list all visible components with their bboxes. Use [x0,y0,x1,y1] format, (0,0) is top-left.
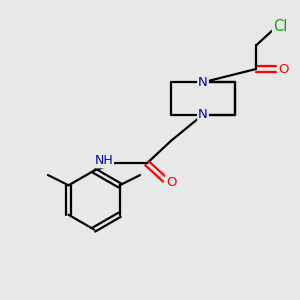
Text: O: O [166,176,176,189]
Text: N: N [198,76,208,89]
Text: N: N [198,108,208,121]
Text: NH: NH [94,154,113,167]
Text: O: O [278,62,288,76]
Text: Cl: Cl [273,20,287,34]
